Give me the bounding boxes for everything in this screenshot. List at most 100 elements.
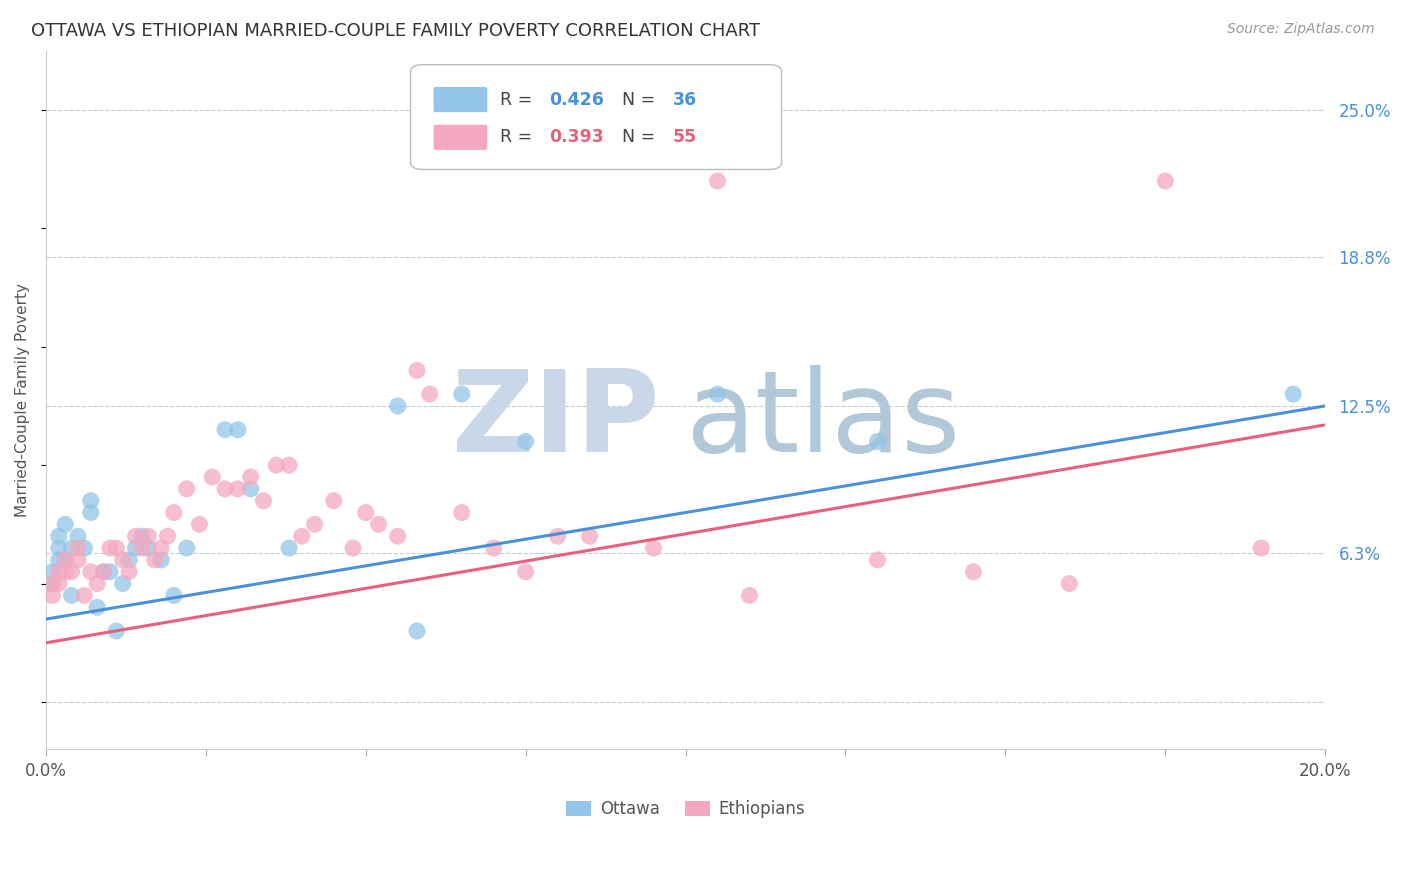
Point bbox=[387, 529, 409, 543]
Point bbox=[41, 576, 63, 591]
Point bbox=[239, 482, 262, 496]
Point bbox=[406, 624, 429, 638]
Point bbox=[60, 589, 83, 603]
FancyBboxPatch shape bbox=[433, 125, 488, 150]
Point bbox=[264, 458, 287, 472]
Point bbox=[60, 541, 83, 555]
Point bbox=[962, 565, 984, 579]
Point bbox=[73, 589, 96, 603]
Point bbox=[367, 517, 389, 532]
Point bbox=[354, 506, 377, 520]
Point bbox=[105, 624, 128, 638]
Point bbox=[515, 565, 537, 579]
Point bbox=[53, 553, 76, 567]
Point bbox=[150, 553, 173, 567]
Point bbox=[291, 529, 314, 543]
Point bbox=[387, 399, 409, 413]
Point bbox=[226, 423, 249, 437]
Point bbox=[111, 553, 134, 567]
Text: Source: ZipAtlas.com: Source: ZipAtlas.com bbox=[1227, 22, 1375, 37]
Point bbox=[201, 470, 224, 484]
Point bbox=[93, 565, 115, 579]
Point bbox=[738, 589, 761, 603]
Point bbox=[124, 541, 146, 555]
Text: atlas: atlas bbox=[686, 366, 960, 476]
Point bbox=[131, 541, 153, 555]
Point bbox=[131, 529, 153, 543]
Text: N =: N = bbox=[621, 128, 661, 146]
Text: R =: R = bbox=[501, 91, 538, 109]
Legend: Ottawa, Ethiopians: Ottawa, Ethiopians bbox=[560, 794, 811, 825]
Point bbox=[66, 553, 89, 567]
Point bbox=[48, 529, 70, 543]
Point bbox=[80, 506, 103, 520]
Point bbox=[214, 482, 236, 496]
Point bbox=[48, 576, 70, 591]
Point bbox=[41, 565, 63, 579]
Point bbox=[124, 529, 146, 543]
Point bbox=[105, 541, 128, 555]
Point bbox=[86, 576, 108, 591]
Point bbox=[48, 553, 70, 567]
Point bbox=[98, 541, 121, 555]
Point bbox=[547, 529, 569, 543]
Point bbox=[163, 506, 186, 520]
Point bbox=[866, 434, 889, 449]
Point bbox=[48, 541, 70, 555]
Text: N =: N = bbox=[621, 91, 661, 109]
Point bbox=[136, 529, 159, 543]
Point bbox=[304, 517, 326, 532]
Point bbox=[118, 553, 141, 567]
FancyBboxPatch shape bbox=[433, 87, 488, 112]
Point bbox=[86, 600, 108, 615]
Point bbox=[80, 493, 103, 508]
Point bbox=[515, 434, 537, 449]
Point bbox=[1282, 387, 1305, 401]
Point bbox=[214, 423, 236, 437]
Point bbox=[482, 541, 505, 555]
Point bbox=[136, 541, 159, 555]
Point bbox=[406, 363, 429, 377]
Point bbox=[53, 553, 76, 567]
Point bbox=[578, 529, 600, 543]
Text: 36: 36 bbox=[673, 91, 697, 109]
Point bbox=[93, 565, 115, 579]
Text: 0.426: 0.426 bbox=[548, 91, 603, 109]
Point bbox=[176, 482, 198, 496]
Point bbox=[643, 541, 665, 555]
Point bbox=[80, 565, 103, 579]
Point bbox=[66, 541, 89, 555]
Text: R =: R = bbox=[501, 128, 538, 146]
Point bbox=[342, 541, 364, 555]
Point bbox=[1059, 576, 1081, 591]
Point bbox=[239, 470, 262, 484]
Point bbox=[188, 517, 211, 532]
Point bbox=[866, 553, 889, 567]
Point bbox=[66, 529, 89, 543]
Point bbox=[111, 576, 134, 591]
FancyBboxPatch shape bbox=[411, 64, 782, 169]
Point bbox=[163, 589, 186, 603]
Point bbox=[118, 565, 141, 579]
Point bbox=[450, 506, 472, 520]
Point bbox=[226, 482, 249, 496]
Point bbox=[53, 565, 76, 579]
Point bbox=[322, 493, 344, 508]
Y-axis label: Married-Couple Family Poverty: Married-Couple Family Poverty bbox=[15, 283, 30, 517]
Point bbox=[706, 387, 728, 401]
Point bbox=[176, 541, 198, 555]
Point bbox=[156, 529, 179, 543]
Point bbox=[1250, 541, 1272, 555]
Point bbox=[150, 541, 173, 555]
Point bbox=[41, 576, 63, 591]
Point bbox=[1154, 174, 1177, 188]
Text: 55: 55 bbox=[673, 128, 697, 146]
Point bbox=[73, 541, 96, 555]
Point bbox=[143, 553, 166, 567]
Point bbox=[278, 541, 301, 555]
Point bbox=[98, 565, 121, 579]
Point bbox=[53, 517, 76, 532]
Point bbox=[419, 387, 441, 401]
Text: ZIP: ZIP bbox=[451, 366, 659, 476]
Point bbox=[41, 589, 63, 603]
